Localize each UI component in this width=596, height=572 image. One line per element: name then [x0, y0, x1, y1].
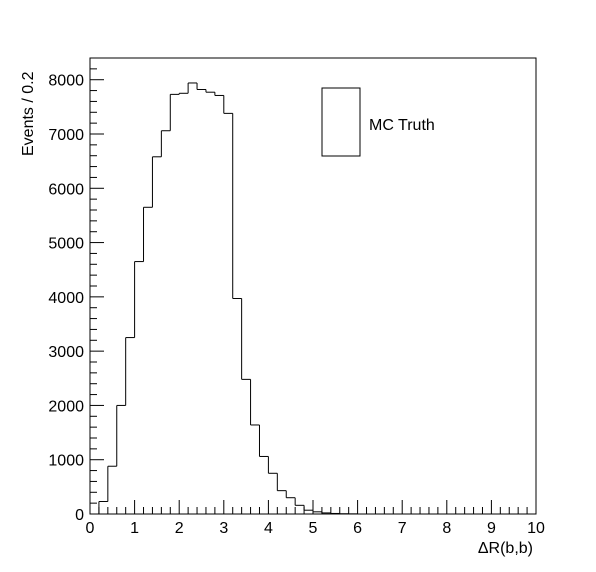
plot-frame	[89, 57, 537, 515]
y-tick-label: 2000	[48, 398, 84, 415]
x-tick-label: 5	[309, 520, 318, 537]
x-axis-tick-labels: 0 1 2 3 4 5 6 7 8 9 10	[86, 520, 545, 537]
legend: MC Truth	[321, 87, 435, 157]
histogram-series	[90, 82, 536, 515]
x-tick-label: 8	[442, 520, 451, 537]
y-axis-tick-labels: 0 1000 2000 3000 4000 5000 6000 7000 8000	[48, 73, 84, 524]
legend-marker	[321, 87, 361, 157]
y-tick-label: 0	[75, 507, 84, 524]
x-tick-label: 0	[86, 520, 95, 537]
x-tick-label: 10	[527, 520, 545, 537]
legend-label: MC Truth	[369, 117, 435, 134]
y-tick-label: 7000	[48, 127, 84, 144]
x-tick-label: 2	[175, 520, 184, 537]
y-tick-label: 1000	[48, 453, 84, 470]
y-tick-label: 6000	[48, 181, 84, 198]
y-axis-ticks	[90, 57, 104, 515]
y-tick-label: 8000	[48, 73, 84, 90]
x-tick-label: 4	[264, 520, 273, 537]
x-tick-label: 3	[219, 520, 228, 537]
x-tick-label: 7	[398, 520, 407, 537]
x-tick-label: 6	[353, 520, 362, 537]
y-axis-label: Events / 0.2	[20, 71, 37, 156]
x-axis-label: ΔR(b,b)	[478, 540, 533, 557]
y-tick-label: 5000	[48, 236, 84, 253]
x-tick-label: 1	[130, 520, 139, 537]
x-tick-label: 9	[487, 520, 496, 537]
x-axis-ticks	[89, 500, 537, 514]
y-tick-label: 4000	[48, 290, 84, 307]
y-tick-label: 3000	[48, 344, 84, 361]
